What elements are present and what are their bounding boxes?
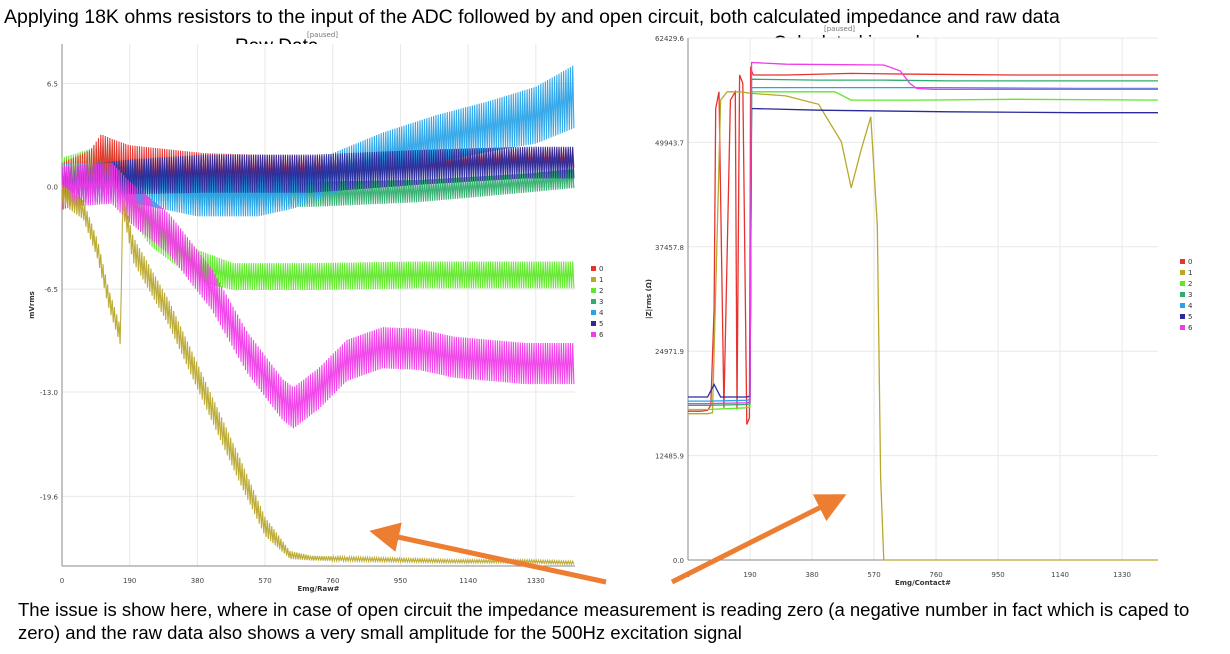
y-tick-label: 0.0 <box>673 557 684 565</box>
legend-label-6: 6 <box>1188 324 1193 332</box>
series-line-2 <box>688 91 1159 411</box>
y-tick-label: 6.5 <box>47 81 58 89</box>
legend-swatch-0 <box>591 266 596 271</box>
legend-label-6: 6 <box>599 331 604 339</box>
x-tick-label: 380 <box>191 577 204 585</box>
y-tick-label: 37457.8 <box>655 244 684 252</box>
legend-swatch-4 <box>1180 303 1185 308</box>
y-tick-label: 0.0 <box>47 183 58 191</box>
legend-swatch-2 <box>1180 281 1185 286</box>
legend-swatch-3 <box>1180 292 1185 297</box>
annotation-arrow-impedance <box>670 494 847 585</box>
legend-label-4: 4 <box>599 309 604 317</box>
series-line-6 <box>688 61 1158 405</box>
series-band-6 <box>61 162 575 429</box>
x-tick-label: 190 <box>123 577 136 585</box>
x-tick-label: 1330 <box>1113 571 1131 579</box>
y-axis-label: mVrms <box>28 291 36 319</box>
legend-swatch-0 <box>1180 259 1185 264</box>
footer-note: The issue is show here, where in case of… <box>18 599 1190 643</box>
series-line-1 <box>688 91 1158 561</box>
raw-chart-status: [paused] <box>307 31 339 39</box>
y-tick-label: -19.6 <box>40 493 59 501</box>
legend-swatch-6 <box>591 332 596 337</box>
legend-label-3: 3 <box>599 298 603 306</box>
y-tick-label: 49943.7 <box>655 139 684 147</box>
y-tick-label: 24971.9 <box>655 348 684 356</box>
x-tick-label: 1140 <box>459 577 477 585</box>
y-axis-label: |Z|rms (Ω) <box>645 279 654 319</box>
y-tick-label: 12485.9 <box>655 453 684 461</box>
legend-label-4: 4 <box>1188 302 1193 310</box>
legend-swatch-3 <box>591 299 596 304</box>
y-tick-label: 62429.6 <box>655 35 684 43</box>
legend-swatch-5 <box>1180 314 1185 319</box>
y-tick-label: -6.5 <box>44 286 58 294</box>
legend-label-0: 0 <box>1188 258 1192 266</box>
series-line-0 <box>688 66 1158 425</box>
legend-label-1: 1 <box>1188 269 1192 277</box>
x-tick-label: 760 <box>929 571 942 579</box>
x-tick-label: 1330 <box>527 577 545 585</box>
x-tick-label: 0 <box>60 577 64 585</box>
x-tick-label: 570 <box>867 571 880 579</box>
annotation-arrow-raw <box>369 522 607 585</box>
x-tick-label: 950 <box>394 577 407 585</box>
headline: Applying 18K ohms resistors to the input… <box>4 6 1060 28</box>
legend-label-5: 5 <box>599 320 603 328</box>
legend-label-2: 2 <box>599 287 603 295</box>
legend-swatch-2 <box>591 288 596 293</box>
x-tick-label: 190 <box>743 571 756 579</box>
raw-data-chart: 0 190 380 570 760 950 1140 1330 6.5 0.0 -6.5 -13.0 -… <box>28 44 604 593</box>
x-tick-label: 950 <box>991 571 1004 579</box>
legend-label-2: 2 <box>1188 280 1192 288</box>
legend-swatch-4 <box>591 310 596 315</box>
legend-swatch-1 <box>1180 270 1185 275</box>
series-band-1 <box>61 184 575 566</box>
x-axis-label: Emg/Contact# <box>895 579 951 587</box>
series-line-3 <box>688 78 1158 406</box>
x-axis-label: Emg/Raw# <box>297 585 339 593</box>
series-band-5 <box>61 146 575 199</box>
y-tick-label: -13.0 <box>40 389 58 397</box>
legend-swatch-5 <box>591 321 596 326</box>
legend-label-0: 0 <box>599 265 603 273</box>
legend-swatch-1 <box>591 277 596 282</box>
legend-label-5: 5 <box>1188 313 1192 321</box>
legend-swatch-6 <box>1180 325 1185 330</box>
impedance-chart: 0 190 380 570 760 950 1140 1330 62429.6 49943.7 37… <box>645 35 1193 587</box>
x-tick-label: 380 <box>805 571 818 579</box>
plot-area <box>688 38 1158 560</box>
impedance-chart-status: [paused] <box>824 25 856 33</box>
legend-label-3: 3 <box>1188 291 1192 299</box>
x-tick-label: 570 <box>258 577 271 585</box>
x-tick-label: 760 <box>326 577 339 585</box>
series-line-5 <box>688 107 1158 398</box>
legend-label-1: 1 <box>599 276 603 284</box>
x-tick-label: 1140 <box>1051 571 1069 579</box>
